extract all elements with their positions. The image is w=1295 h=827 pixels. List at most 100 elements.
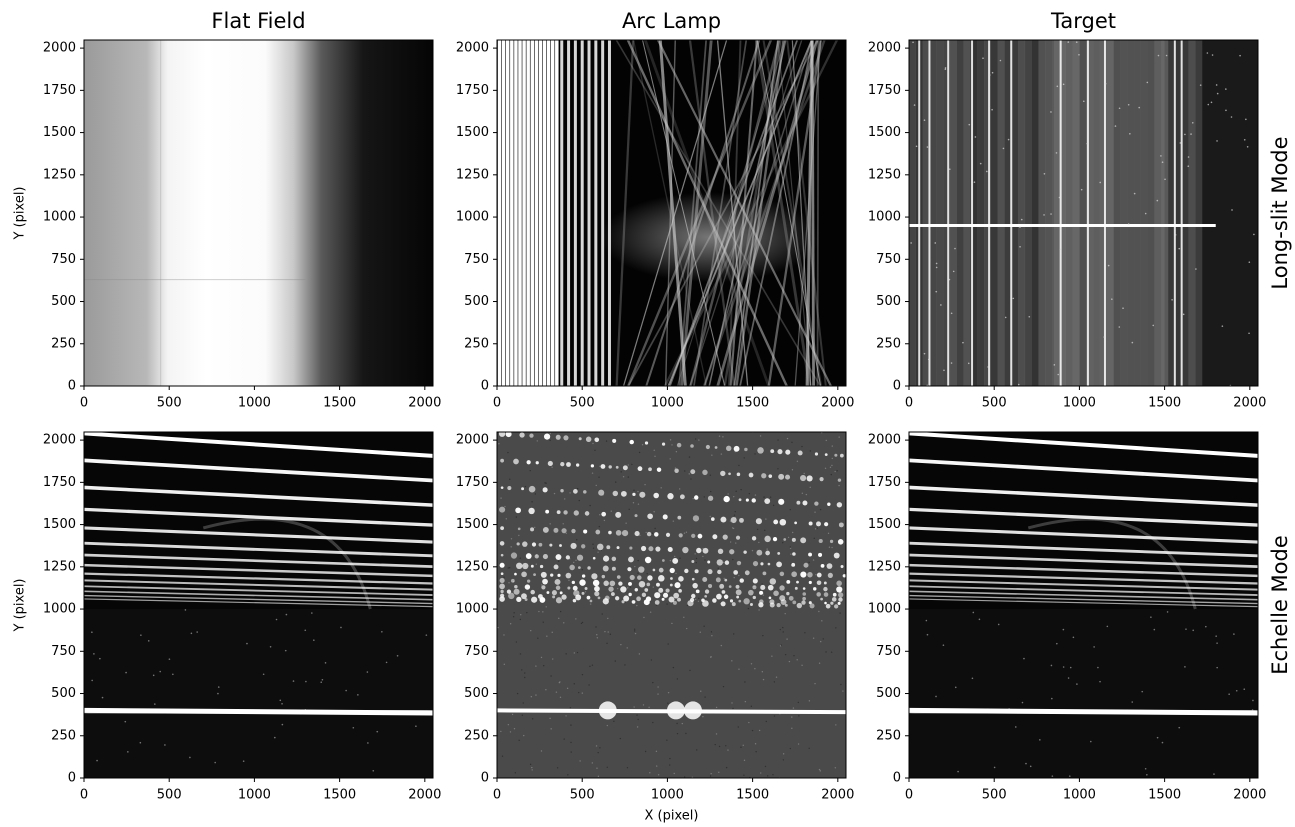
row-label: Echelle Mode	[1268, 535, 1292, 675]
image	[84, 40, 433, 386]
image	[909, 40, 1258, 386]
y-tick-label: 0	[68, 379, 76, 394]
x-tick-label: 1500	[736, 788, 769, 803]
y-tick-label: 500	[464, 686, 489, 701]
axes-frame	[908, 431, 1259, 779]
x-tick-label: 2000	[821, 788, 854, 803]
y-tick-label: 1000	[43, 602, 76, 617]
y-tick-label: 250	[876, 728, 901, 743]
y-tick-label: 250	[51, 336, 76, 351]
x-tick-label: 500	[570, 788, 595, 803]
y-tick-label: 1500	[456, 517, 489, 532]
y-tick-label: 500	[51, 294, 76, 309]
axes-frame	[496, 39, 847, 387]
y-tick-label: 1000	[43, 210, 76, 225]
x-tick-label: 500	[157, 788, 182, 803]
x-axis-label: X (pixel)	[645, 809, 699, 824]
y-tick-label: 1000	[456, 602, 489, 617]
x-tick-label: 2000	[408, 396, 441, 411]
y-tick-label: 2000	[868, 433, 901, 448]
x-tick-label: 0	[493, 396, 501, 411]
y-tick-label: 1250	[456, 167, 489, 182]
axes-frame	[83, 39, 434, 387]
x-tick-label: 0	[493, 788, 501, 803]
y-tick-label: 1250	[43, 167, 76, 182]
image	[84, 432, 433, 778]
y-tick-label: 500	[51, 686, 76, 701]
y-tick-label: 1750	[456, 475, 489, 490]
axes-frame	[496, 431, 847, 779]
x-tick-label: 1000	[651, 788, 684, 803]
x-tick-label: 1500	[323, 788, 356, 803]
x-tick-label: 0	[905, 396, 913, 411]
x-tick-label: 500	[982, 788, 1007, 803]
x-tick-label: 1000	[238, 788, 271, 803]
y-tick-label: 750	[876, 644, 901, 659]
y-tick-label: 1500	[868, 517, 901, 532]
y-tick-label: 0	[68, 771, 76, 786]
y-tick-label: 0	[481, 771, 489, 786]
image	[909, 432, 1258, 778]
x-tick-label: 1500	[1148, 788, 1181, 803]
x-tick-label: 1000	[238, 396, 271, 411]
y-tick-label: 750	[51, 644, 76, 659]
image	[497, 40, 846, 386]
axes-frame	[908, 39, 1259, 387]
panel-title: Arc Lamp	[622, 9, 721, 33]
y-tick-label: 1750	[868, 475, 901, 490]
y-tick-label: 0	[893, 771, 901, 786]
x-tick-label: 2000	[821, 396, 854, 411]
x-tick-label: 0	[80, 396, 88, 411]
y-tick-label: 250	[464, 336, 489, 351]
y-tick-label: 1500	[868, 125, 901, 140]
x-tick-label: 1000	[651, 396, 684, 411]
y-tick-label: 250	[464, 728, 489, 743]
x-tick-label: 500	[570, 396, 595, 411]
y-tick-label: 750	[51, 252, 76, 267]
y-tick-label: 1750	[868, 83, 901, 98]
y-tick-label: 1000	[868, 210, 901, 225]
row-label: Long-slit Mode	[1268, 136, 1292, 289]
y-tick-label: 1500	[456, 125, 489, 140]
y-tick-label: 750	[464, 252, 489, 267]
y-tick-label: 2000	[456, 433, 489, 448]
x-tick-label: 1500	[736, 396, 769, 411]
y-tick-label: 1750	[456, 83, 489, 98]
y-tick-label: 750	[876, 252, 901, 267]
y-tick-label: 1000	[868, 602, 901, 617]
y-tick-label: 1500	[43, 125, 76, 140]
axes-frame	[83, 431, 434, 779]
y-tick-label: 250	[51, 728, 76, 743]
y-tick-label: 1750	[43, 475, 76, 490]
y-tick-label: 250	[876, 336, 901, 351]
y-tick-label: 1000	[456, 210, 489, 225]
y-tick-label: 500	[876, 294, 901, 309]
x-tick-label: 2000	[1233, 788, 1266, 803]
y-tick-label: 1250	[868, 167, 901, 182]
x-tick-label: 1000	[1063, 788, 1096, 803]
y-tick-label: 2000	[868, 41, 901, 56]
x-tick-label: 1000	[1063, 396, 1096, 411]
x-tick-label: 1500	[1148, 396, 1181, 411]
y-axis-label: Y (pixel)	[13, 187, 28, 241]
y-tick-label: 1750	[43, 83, 76, 98]
x-tick-label: 2000	[1233, 396, 1266, 411]
image	[497, 432, 846, 778]
y-axis-label: Y (pixel)	[13, 579, 28, 633]
y-tick-label: 1250	[456, 559, 489, 574]
y-tick-label: 0	[893, 379, 901, 394]
panel-title: Target	[1050, 9, 1116, 33]
x-tick-label: 500	[982, 396, 1007, 411]
y-tick-label: 500	[464, 294, 489, 309]
x-tick-label: 500	[157, 396, 182, 411]
y-tick-label: 1250	[43, 559, 76, 574]
y-tick-label: 750	[464, 644, 489, 659]
y-tick-label: 0	[481, 379, 489, 394]
panel-title: Flat Field	[211, 9, 305, 33]
y-tick-label: 2000	[43, 433, 76, 448]
y-tick-label: 1250	[868, 559, 901, 574]
x-tick-label: 2000	[408, 788, 441, 803]
x-tick-label: 0	[80, 788, 88, 803]
